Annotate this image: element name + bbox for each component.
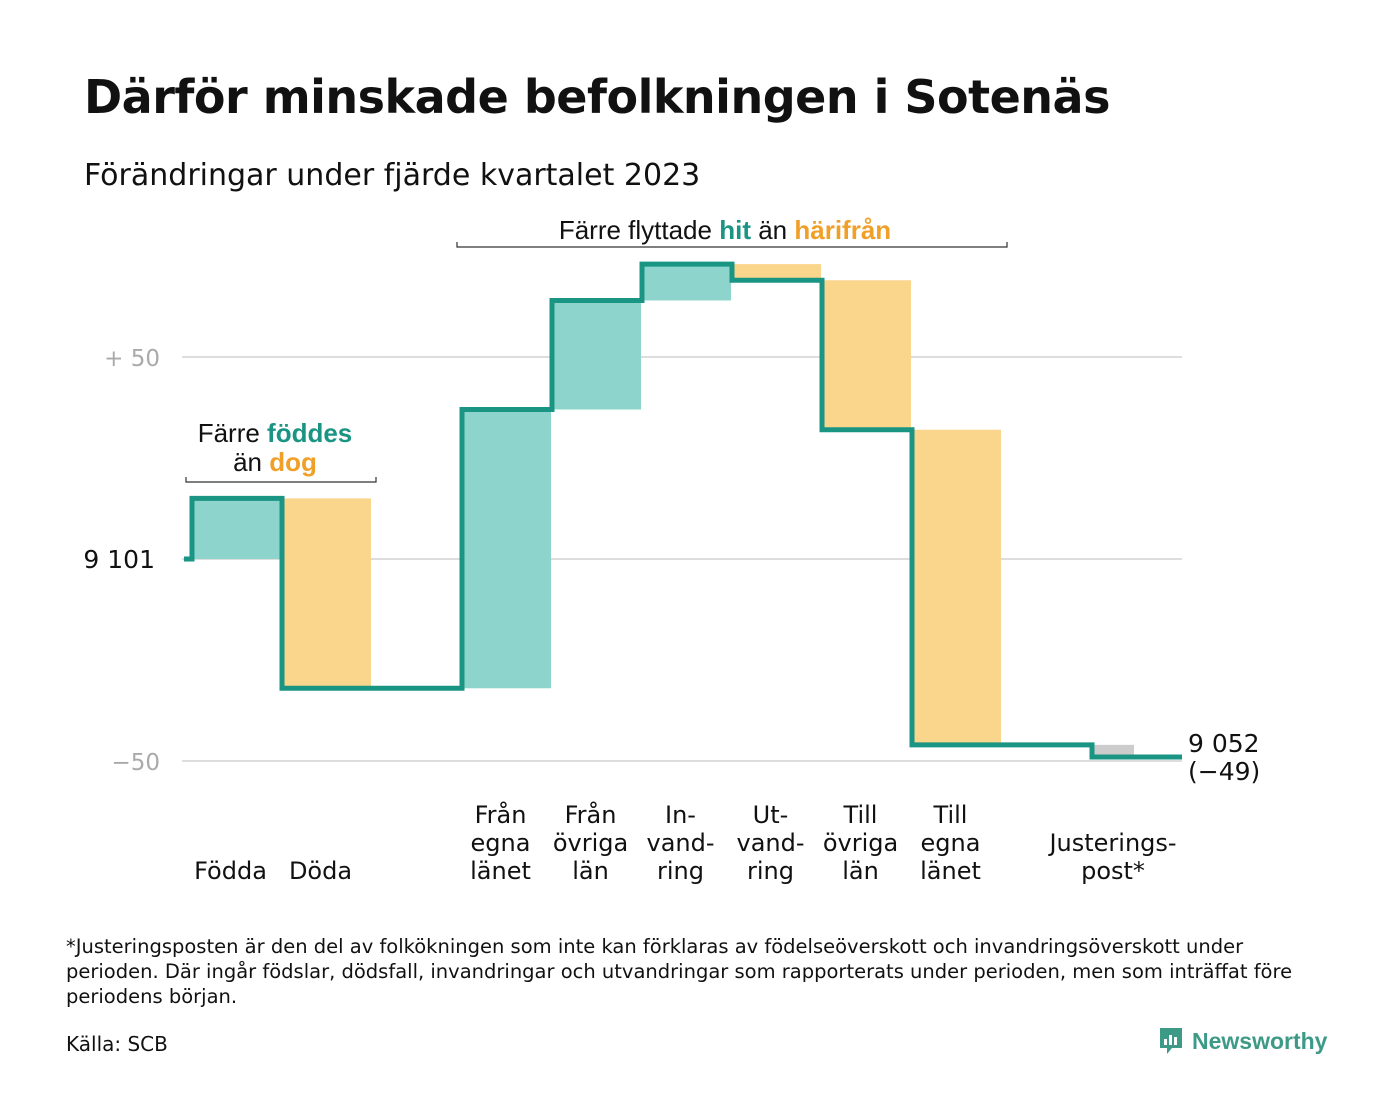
end-value-label: 9 052 — [1188, 729, 1260, 758]
x-category-label: Ut- — [753, 801, 789, 829]
migration-bracket — [456, 242, 1008, 248]
x-category-label: Till — [933, 801, 968, 829]
footnote: *Justeringsposten är den del av folkökni… — [66, 935, 1293, 1008]
x-category-label: ring — [657, 857, 704, 885]
x-category-label: Födda — [194, 857, 267, 885]
x-category-label: Döda — [289, 857, 352, 885]
bar-födda — [192, 498, 281, 559]
source-label: Källa: SCB — [66, 1032, 168, 1056]
x-category-label: In- — [665, 801, 696, 829]
bar-invandring — [642, 264, 731, 301]
x-category-label: övriga — [553, 829, 628, 857]
cumulative-line — [184, 261, 1182, 760]
chart-subtitle: Förändringar under fjärde kvartalet 2023 — [84, 158, 701, 193]
bar-döda — [282, 498, 371, 689]
x-category-label: vand- — [646, 829, 714, 857]
bar-från-övriga-län — [552, 300, 641, 410]
x-category-label: ring — [747, 857, 794, 885]
x-category-label: Från — [475, 800, 527, 829]
bar-justeringspost- — [1092, 744, 1134, 757]
bar-till-övriga-län — [822, 280, 911, 430]
start-value-label: 9 101 — [83, 545, 155, 574]
brand-name: Newsworthy — [1192, 1027, 1328, 1054]
brand[interactable]: Newsworthy — [1158, 1026, 1327, 1056]
cumulative-line-path — [184, 261, 1182, 760]
natural-annotation-line1: Färre föddes — [198, 418, 353, 448]
x-category-label: Till — [843, 801, 878, 829]
natural-change-bracket — [185, 477, 377, 483]
bar-till-egna-länet — [912, 429, 1001, 745]
x-category-label: län — [842, 857, 879, 885]
migration-annotation: Färre flyttade hit än härifrån — [559, 215, 891, 245]
y-tick-label: + 50 — [104, 346, 160, 372]
x-category-label: vand- — [736, 829, 804, 857]
x-category-label: post* — [1081, 857, 1145, 885]
bars — [192, 264, 1134, 757]
bar-utvandring — [732, 264, 821, 281]
x-category-label: egna — [471, 829, 531, 857]
x-category-label: Från — [565, 800, 617, 829]
bar-från-egna-länet — [462, 409, 551, 689]
natural-annotation-line2: än dog — [233, 447, 317, 477]
y-tick-label: −50 — [111, 750, 160, 776]
chart-title: Därför minskade befolkningen i Sotenäs — [84, 70, 1110, 124]
x-category-label: län — [572, 857, 609, 885]
x-category-label: Justerings- — [1047, 829, 1176, 857]
x-category-label: länet — [920, 857, 981, 885]
newsworthy-logo-icon — [1160, 1028, 1182, 1054]
x-category-label: egna — [921, 829, 981, 857]
x-category-label: länet — [470, 857, 531, 885]
x-category-label: övriga — [823, 829, 898, 857]
end-change-label: (−49) — [1188, 757, 1260, 786]
